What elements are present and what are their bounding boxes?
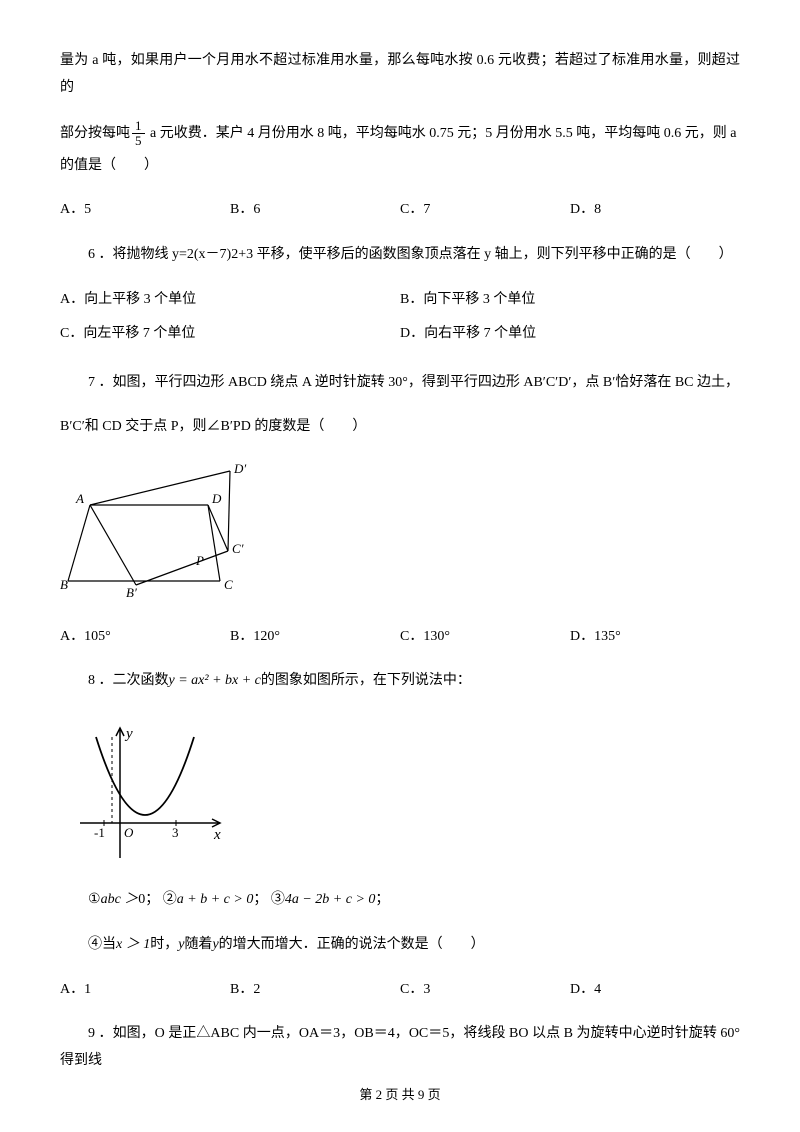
q7-figure: A D D′ B B′ C C′ P (60, 459, 740, 610)
s4-s: 的增大而增大．正确的说法个数是（ ） (219, 937, 485, 952)
s3-m: 4a − 2b + c > 0 (285, 892, 376, 907)
q7-opt-b: B．120° (230, 624, 400, 651)
s4-mid: 时， (150, 937, 178, 952)
q6-opt-d: D．向右平移 7 个单位 (400, 321, 740, 348)
q8-statements-123: ①abc ＞0； ②a + b + c > 0； ③4a − 2b + c > … (60, 887, 740, 914)
q8-statement4: ④当x ＞ 1时，y随着y的增大而增大．正确的说法个数是（ ） (60, 932, 740, 959)
svg-text:y: y (124, 726, 133, 742)
q5-options: A．5 B．6 C．7 D．8 (60, 197, 740, 224)
q5-line2-prefix: 部分按每吨 (60, 126, 130, 141)
q8-options: A．1 B．2 C．3 D．4 (60, 977, 740, 1004)
s1-s: 0； (138, 892, 159, 907)
q5-line2-suffix: a 元收费．某户 4 月份用水 8 吨，平均每吨水 0.75 元；5 月份用水 … (147, 126, 737, 141)
s4-m1: x ＞ 1 (116, 937, 150, 952)
q6-options: A．向上平移 3 个单位 B．向下平移 3 个单位 C．向左平移 7 个单位 D… (60, 287, 740, 356)
svg-text:O: O (124, 825, 134, 840)
svg-text:A: A (75, 491, 84, 506)
q8-prefix: 8 ．二次函数 (88, 673, 169, 688)
q8-formula: y = ax² + bx + c (169, 673, 261, 688)
q8-text: 8 ．二次函数y = ax² + bx + c的图象如图所示，在下列说法中： (60, 668, 740, 695)
s2-m: a + b + c > 0 (177, 892, 254, 907)
q8-opt-a: A．1 (60, 977, 230, 1004)
q7-text2: B′C′和 CD 交于点 P，则∠B′PD 的度数是（ ） (60, 414, 740, 441)
q5-line3: 的值是（ ） (60, 153, 740, 180)
q7-text1: 7 ．如图，平行四边形 ABCD 绕点 A 逆时针旋转 30°，得到平行四边形 … (60, 370, 740, 397)
svg-text:C′: C′ (232, 541, 244, 556)
s2-s: ； (253, 892, 267, 907)
q8-opt-d: D．4 (570, 977, 740, 1004)
q9-text: 9 ．如图，O 是正△ABC 内一点，OA＝3，OB＝4，OC＝5，将线段 BO… (60, 1021, 740, 1074)
svg-text:D′: D′ (233, 461, 246, 476)
q7-opt-d: D．135° (570, 624, 740, 651)
svg-text:B′: B′ (126, 585, 137, 599)
svg-text:-1: -1 (94, 825, 105, 840)
s2-p: ② (163, 892, 177, 907)
q5-line2: 部分按每吨15 a 元收费．某户 4 月份用水 8 吨，平均每吨水 0.75 元… (60, 119, 740, 149)
s4-mid2: 随着 (184, 937, 212, 952)
q5-line1: 量为 a 吨，如果用户一个月用水不超过标准用水量，那么每吨水按 0.6 元收费；… (60, 48, 740, 101)
q8-figure: y x O -1 3 (60, 713, 740, 874)
q6-text: 6 ．将抛物线 y=2(x－7)2+3 平移，使平移后的函数图象顶点落在 y 轴… (60, 242, 740, 269)
q5-opt-b: B．6 (230, 197, 400, 224)
s4-p: ④当 (88, 937, 116, 952)
svg-text:P: P (195, 553, 204, 568)
svg-text:D: D (211, 491, 222, 506)
s1-m: abc ＞ (101, 892, 139, 907)
s1-p: ① (88, 892, 101, 907)
svg-text:C: C (224, 577, 233, 592)
q5-opt-a: A．5 (60, 197, 230, 224)
svg-text:x: x (213, 827, 221, 843)
q8-suffix: 的图象如图所示，在下列说法中： (261, 673, 471, 688)
s3-s: ； (375, 892, 389, 907)
svg-text:3: 3 (172, 825, 179, 840)
q8-opt-b: B．2 (230, 977, 400, 1004)
q7-opt-c: C．130° (400, 624, 570, 651)
q5-opt-d: D．8 (570, 197, 740, 224)
q7-options: A．105° B．120° C．130° D．135° (60, 624, 740, 651)
q7-opt-a: A．105° (60, 624, 230, 651)
q6-opt-a: A．向上平移 3 个单位 (60, 287, 400, 314)
q6-opt-b: B．向下平移 3 个单位 (400, 287, 740, 314)
s3-p: ③ (271, 892, 285, 907)
q8-opt-c: C．3 (400, 977, 570, 1004)
q6-opt-c: C．向左平移 7 个单位 (60, 321, 400, 348)
fraction-1-5: 15 (132, 119, 145, 149)
q5-opt-c: C．7 (400, 197, 570, 224)
svg-text:B: B (60, 577, 68, 592)
page-footer: 第 2 页 共 9 页 (0, 1083, 800, 1108)
